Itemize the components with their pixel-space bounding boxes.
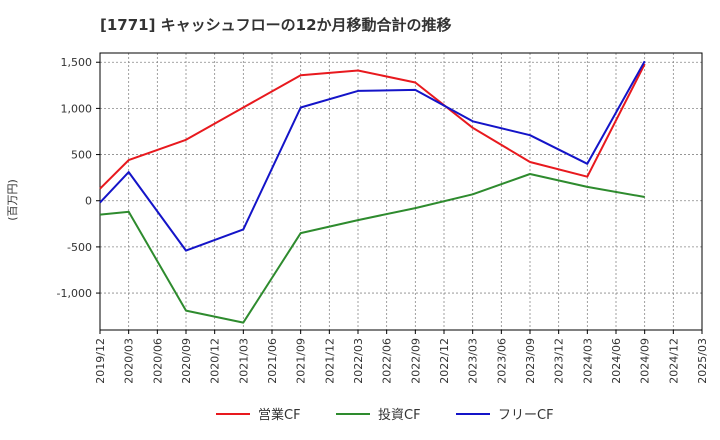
x-axis: 2019/12 2020/03 2020/06 2020/09 2020/12 2021/… — [94, 330, 709, 384]
y-axis-label: (百万円) — [6, 179, 19, 221]
x-tick-label: 2020/09 — [180, 338, 193, 384]
series-line-営業CF — [99, 63, 646, 190]
x-tick-label: 2021/12 — [323, 338, 336, 384]
series-lines — [99, 60, 646, 324]
y-tick-label: 0 — [85, 195, 92, 208]
y-tick-label: 500 — [71, 149, 92, 162]
x-tick-label: 2024/06 — [610, 338, 623, 384]
x-tick-label: 2024/03 — [581, 338, 594, 384]
series-line-フリーCF — [99, 60, 646, 252]
x-tick-label: 2024/09 — [639, 338, 652, 384]
grid — [100, 53, 702, 330]
x-tick-label: 2025/03 — [696, 338, 709, 384]
x-tick-label: 2022/09 — [409, 338, 422, 384]
legend: 営業CF 投資CF フリーCF — [216, 407, 554, 423]
y-axis: -1,000 -500 0 500 1,000 1,500 — [57, 56, 100, 300]
y-tick-label: -1,000 — [57, 287, 92, 300]
x-tick-label: 2021/09 — [295, 338, 308, 384]
legend-label: 投資CF — [378, 407, 421, 423]
series-line-投資CF — [99, 173, 645, 324]
x-tick-label: 2023/09 — [524, 338, 537, 384]
x-tick-label: 2022/06 — [381, 338, 394, 384]
x-tick-label: 2024/12 — [667, 338, 680, 384]
x-tick-label: 2020/03 — [123, 338, 136, 384]
y-tick-label: 1,500 — [61, 56, 93, 69]
x-tick-label: 2023/12 — [553, 338, 566, 384]
x-tick-label: 2023/03 — [467, 338, 480, 384]
x-tick-label: 2020/06 — [151, 338, 164, 384]
y-tick-label: 1,000 — [61, 102, 93, 115]
x-tick-label: 2019/12 — [94, 338, 107, 384]
x-tick-label: 2021/03 — [237, 338, 250, 384]
legend-label: フリーCF — [498, 408, 554, 423]
plot-area — [99, 52, 703, 331]
x-tick-label: 2021/06 — [266, 338, 279, 384]
legend-label: 営業CF — [258, 407, 301, 423]
x-tick-label: 2022/03 — [352, 338, 365, 384]
y-tick-label: -500 — [67, 241, 92, 254]
x-tick-label: 2020/12 — [209, 338, 222, 384]
x-tick-label: 2023/06 — [495, 338, 508, 384]
chart-title: [1771] キャッシュフローの12か月移動合計の推移 — [100, 16, 452, 34]
x-tick-label: 2022/12 — [438, 338, 451, 384]
